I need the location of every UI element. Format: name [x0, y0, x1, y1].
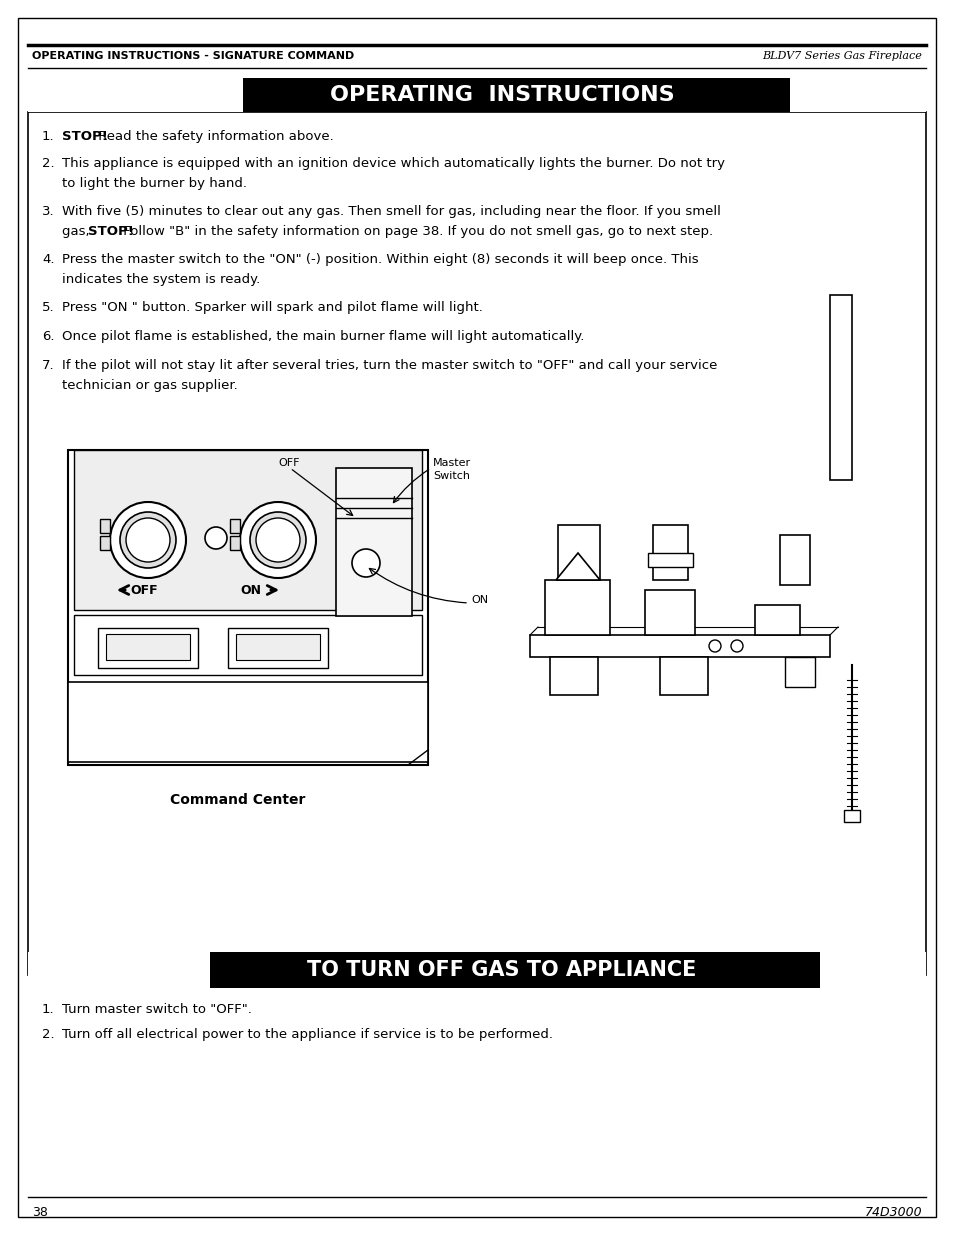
Text: technician or gas supplier.: technician or gas supplier.	[62, 379, 237, 391]
Bar	[68, 682, 428, 762]
Bar	[28, 78, 243, 112]
Text: This appliance is equipped with an ignition device which automatically lights th: This appliance is equipped with an ignit…	[62, 157, 724, 170]
Text: to light the burner by hand.: to light the burner by hand.	[62, 177, 247, 190]
Bar	[74, 450, 421, 610]
Bar	[230, 519, 240, 534]
Text: Read the safety information above.: Read the safety information above.	[94, 130, 334, 143]
Bar	[28, 952, 925, 988]
Circle shape	[126, 517, 170, 562]
Bar	[659, 657, 707, 695]
Text: Command Center: Command Center	[171, 793, 305, 806]
Text: Switch: Switch	[433, 471, 470, 480]
Text: Follow "B" in the safety information on page 38. If you do not smell gas, go to : Follow "B" in the safety information on …	[119, 225, 713, 238]
Circle shape	[110, 501, 186, 578]
Text: gas,: gas,	[62, 225, 93, 238]
Circle shape	[255, 517, 299, 562]
Text: STOP!: STOP!	[88, 225, 133, 238]
Bar	[544, 580, 609, 635]
Circle shape	[708, 640, 720, 652]
Bar	[235, 634, 319, 659]
Circle shape	[352, 550, 379, 577]
Bar	[644, 590, 695, 635]
Bar	[335, 468, 412, 616]
Text: If the pilot will not stay lit after several tries, turn the master switch to "O: If the pilot will not stay lit after sev…	[62, 359, 717, 372]
Text: 2.: 2.	[42, 157, 54, 170]
Bar	[820, 952, 925, 988]
Bar	[780, 535, 809, 585]
Text: With five (5) minutes to clear out any gas. Then smell for gas, including near t: With five (5) minutes to clear out any g…	[62, 205, 720, 219]
Text: 6.: 6.	[42, 330, 54, 343]
Text: ON: ON	[240, 583, 261, 597]
Text: 74D3000: 74D3000	[863, 1205, 921, 1219]
Bar	[784, 657, 814, 687]
Text: BLDV7 Series Gas Fireplace: BLDV7 Series Gas Fireplace	[761, 51, 921, 61]
Polygon shape	[556, 553, 599, 580]
Bar	[28, 952, 210, 988]
Text: OPERATING  INSTRUCTIONS: OPERATING INSTRUCTIONS	[330, 85, 674, 105]
Bar	[28, 112, 925, 974]
Circle shape	[120, 513, 175, 568]
Text: indicates the system is ready.: indicates the system is ready.	[62, 273, 260, 287]
Bar	[558, 525, 599, 580]
Text: Press "ON " button. Sparker will spark and pilot flame will light.: Press "ON " button. Sparker will spark a…	[62, 301, 482, 314]
Text: 1.: 1.	[42, 130, 54, 143]
Bar	[754, 605, 800, 635]
Bar	[230, 536, 240, 550]
Bar	[68, 450, 428, 764]
Bar	[550, 657, 598, 695]
Text: Master: Master	[433, 458, 471, 468]
Text: 4.: 4.	[42, 253, 54, 266]
Circle shape	[205, 527, 227, 550]
Bar	[106, 634, 190, 659]
Text: 2.: 2.	[42, 1028, 54, 1041]
Bar	[98, 629, 198, 668]
Text: 5.: 5.	[42, 301, 54, 314]
Circle shape	[250, 513, 306, 568]
Bar	[74, 615, 421, 676]
Text: 1.: 1.	[42, 1003, 54, 1016]
Bar	[530, 635, 829, 657]
Circle shape	[730, 640, 742, 652]
Text: 38: 38	[32, 1205, 48, 1219]
Bar	[100, 536, 110, 550]
Bar	[829, 295, 851, 480]
Text: STOP!: STOP!	[62, 130, 108, 143]
Text: ON: ON	[471, 595, 488, 605]
Text: OPERATING INSTRUCTIONS - SIGNATURE COMMAND: OPERATING INSTRUCTIONS - SIGNATURE COMMA…	[32, 51, 354, 61]
Bar	[789, 78, 925, 112]
Text: TO TURN OFF GAS TO APPLIANCE: TO TURN OFF GAS TO APPLIANCE	[307, 960, 696, 981]
Bar	[28, 78, 925, 112]
Text: OFF: OFF	[130, 583, 157, 597]
Text: Once pilot flame is established, the main burner flame will light automatically.: Once pilot flame is established, the mai…	[62, 330, 584, 343]
Text: OFF: OFF	[277, 458, 299, 468]
Bar	[647, 553, 692, 567]
Text: Turn master switch to "OFF".: Turn master switch to "OFF".	[62, 1003, 252, 1016]
Text: 3.: 3.	[42, 205, 54, 219]
Circle shape	[240, 501, 315, 578]
Bar	[652, 525, 687, 580]
Bar	[100, 519, 110, 534]
Text: 7.: 7.	[42, 359, 54, 372]
Text: Press the master switch to the "ON" (-) position. Within eight (8) seconds it wi: Press the master switch to the "ON" (-) …	[62, 253, 698, 266]
Bar	[843, 810, 859, 823]
Text: Turn off all electrical power to the appliance if service is to be performed.: Turn off all electrical power to the app…	[62, 1028, 553, 1041]
Bar	[228, 629, 328, 668]
